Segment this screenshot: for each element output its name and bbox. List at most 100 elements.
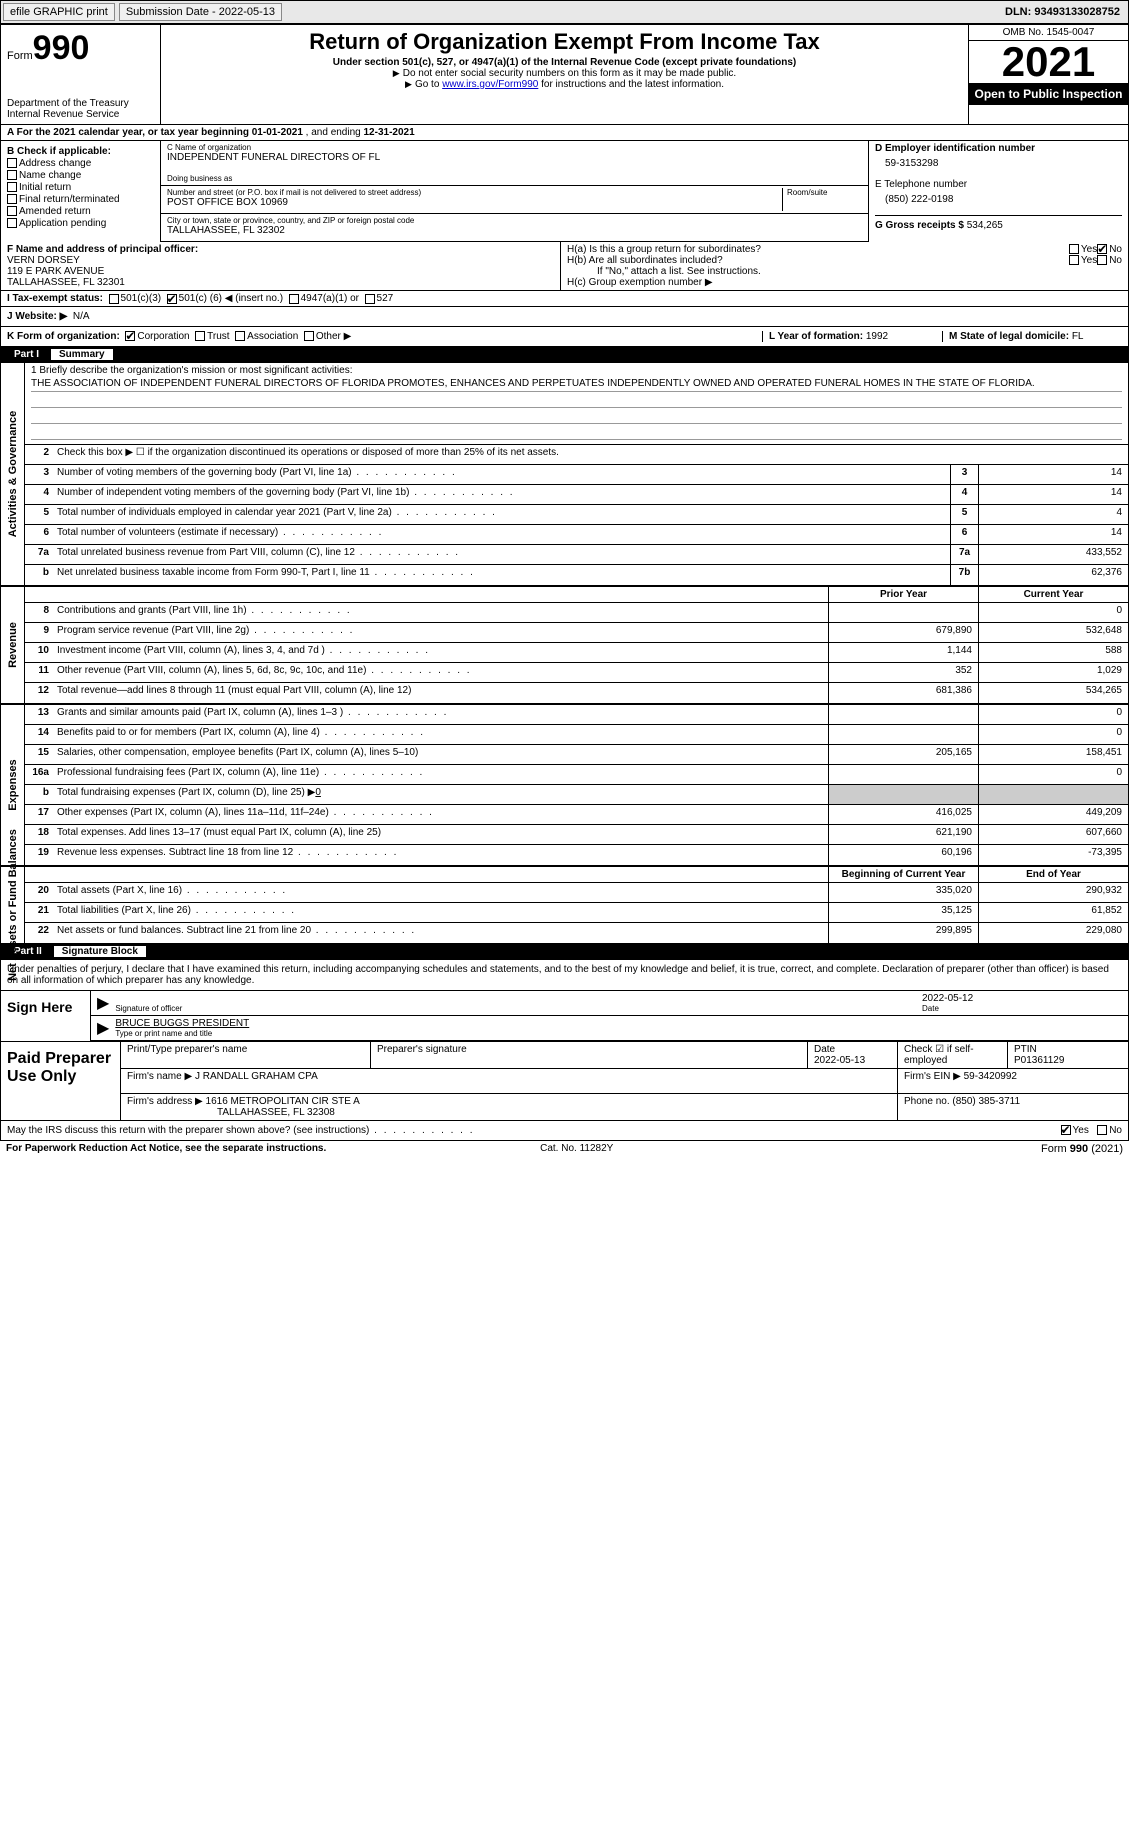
org-name: INDEPENDENT FUNERAL DIRECTORS OF FL: [167, 152, 862, 163]
b-label: B Check if applicable:: [7, 146, 111, 157]
city-label: City or town, state or province, country…: [167, 216, 862, 225]
chk-hb-no[interactable]: [1097, 255, 1107, 265]
form-footer: Form 990 (2021): [1041, 1143, 1123, 1155]
chk-assoc[interactable]: [235, 331, 245, 341]
mission-label: 1 Briefly describe the organization's mi…: [31, 365, 1122, 376]
chk-amended[interactable]: [7, 206, 17, 216]
line13: Grants and similar amounts paid (Part IX…: [53, 705, 828, 724]
l-year: L Year of formation: 1992: [762, 331, 942, 342]
prep-date: 2022-05-13: [814, 1055, 891, 1066]
chk-trust[interactable]: [195, 331, 205, 341]
line18: Total expenses. Add lines 13–17 (must eq…: [53, 825, 828, 844]
line8: Contributions and grants (Part VIII, lin…: [53, 603, 828, 622]
irs-label: Internal Revenue Service: [7, 109, 154, 120]
chk-hb-yes[interactable]: [1069, 255, 1079, 265]
room-label: Room/suite: [787, 188, 862, 197]
chk-corp[interactable]: [125, 331, 135, 341]
paid-preparer-label: Paid Preparer Use Only: [1, 1042, 121, 1120]
vlabel-actgov: Activities & Governance: [1, 363, 25, 585]
hb-note: If "No," attach a list. See instructions…: [567, 266, 1122, 277]
line21: Total liabilities (Part X, line 26): [53, 903, 828, 922]
vlabel-netassets: Net Assets or Fund Balances: [1, 867, 25, 943]
open-to-public: Open to Public Inspection: [969, 83, 1128, 105]
line20: Total assets (Part X, line 16): [53, 883, 828, 902]
line4: Number of independent voting members of …: [53, 485, 950, 504]
sig-date: 2022-05-12: [922, 993, 1122, 1004]
header-left: Form990 Department of the Treasury Inter…: [1, 25, 161, 124]
website: N/A: [73, 311, 90, 322]
hdr-current: Current Year: [978, 587, 1128, 602]
line22: Net assets or fund balances. Subtract li…: [53, 923, 828, 943]
name-label: Type or print name and title: [115, 1029, 1122, 1038]
line19: Revenue less expenses. Subtract line 18 …: [53, 845, 828, 865]
i-label: I Tax-exempt status:: [7, 293, 103, 304]
val5: 4: [978, 505, 1128, 524]
col-c: C Name of organization INDEPENDENT FUNER…: [161, 141, 1128, 242]
line14: Benefits paid to or for members (Part IX…: [53, 725, 828, 744]
chk-discuss-yes[interactable]: [1061, 1125, 1071, 1135]
row-k: K Form of organization: Corporation Trus…: [0, 327, 1129, 347]
row-a: A For the 2021 calendar year, or tax yea…: [0, 125, 1129, 141]
col-f: F Name and address of principal officer:…: [1, 242, 561, 290]
pra-notice: For Paperwork Reduction Act Notice, see …: [6, 1143, 326, 1155]
chk-name[interactable]: [7, 170, 17, 180]
chk-initial[interactable]: [7, 182, 17, 192]
irs-link[interactable]: www.irs.gov/Form990: [442, 79, 538, 90]
tax-year: 2021: [969, 41, 1128, 83]
note-link: Go to www.irs.gov/Form990 for instructio…: [167, 79, 962, 90]
submission-date-button[interactable]: Submission Date - 2022-05-13: [119, 3, 282, 21]
line12: Total revenue—add lines 8 through 11 (mu…: [53, 683, 828, 703]
val6: 14: [978, 525, 1128, 544]
part2-header: Part II Signature Block: [0, 944, 1129, 959]
line5: Total number of individuals employed in …: [53, 505, 950, 524]
cat-no: Cat. No. 11282Y: [540, 1143, 613, 1155]
block-bc: B Check if applicable: Address change Na…: [0, 141, 1129, 242]
dba-label: Doing business as: [167, 174, 862, 183]
row-j: J Website: ▶ N/A: [0, 307, 1129, 327]
line3: Number of voting members of the governin…: [53, 465, 950, 484]
chk-4947[interactable]: [289, 294, 299, 304]
mission-blank1: [31, 394, 1122, 408]
prep-sig-label: Preparer's signature: [377, 1044, 801, 1055]
mission-text: THE ASSOCIATION OF INDEPENDENT FUNERAL D…: [31, 378, 1122, 392]
line2: Check this box ▶ ☐ if the organization d…: [53, 445, 1128, 464]
row-fh: F Name and address of principal officer:…: [0, 242, 1129, 291]
chk-final[interactable]: [7, 194, 17, 204]
firm-addr1: 1616 METROPOLITAN CIR STE A: [206, 1096, 360, 1107]
chk-ha-yes[interactable]: [1069, 244, 1079, 254]
ha-label: H(a) Is this a group return for subordin…: [567, 244, 1069, 255]
part1-num: Part I: [6, 349, 47, 360]
chk-address[interactable]: [7, 158, 17, 168]
efile-print-button[interactable]: efile GRAPHIC print: [3, 3, 115, 21]
line10: Investment income (Part VIII, column (A)…: [53, 643, 828, 662]
top-bar: efile GRAPHIC print Submission Date - 20…: [0, 0, 1129, 24]
ptin: P01361129: [1014, 1055, 1122, 1066]
line15: Salaries, other compensation, employee b…: [53, 745, 828, 764]
chk-application[interactable]: [7, 218, 17, 228]
hb-label: H(b) Are all subordinates included?: [567, 255, 1069, 266]
header: Form990 Department of the Treasury Inter…: [0, 24, 1129, 125]
sig-date-label: Date: [922, 1004, 1122, 1013]
chk-discuss-no[interactable]: [1097, 1125, 1107, 1135]
j-label: J Website: ▶: [7, 311, 67, 322]
hdr-end: End of Year: [978, 867, 1128, 882]
mission-blank3: [31, 426, 1122, 440]
sig-arrow-icon: ▶: [97, 993, 109, 1013]
chk-ha-no[interactable]: [1097, 244, 1107, 254]
mission-blank2: [31, 410, 1122, 424]
chk-501c3[interactable]: [109, 294, 119, 304]
officer-street: 119 E PARK AVENUE: [7, 266, 554, 277]
line17: Other expenses (Part IX, column (A), lin…: [53, 805, 828, 824]
gross-receipts: G Gross receipts $ 534,265: [875, 215, 1122, 231]
chk-501c[interactable]: [167, 294, 177, 304]
chk-527[interactable]: [365, 294, 375, 304]
chk-other[interactable]: [304, 331, 314, 341]
line6: Total number of volunteers (estimate if …: [53, 525, 950, 544]
part1-title: Summary: [51, 349, 113, 360]
line16b: Total fundraising expenses (Part IX, col…: [53, 785, 828, 804]
k-label: K Form of organization:: [7, 331, 120, 342]
sig-officer-label: Signature of officer: [115, 1004, 922, 1013]
discuss-row: May the IRS discuss this return with the…: [0, 1121, 1129, 1141]
form-title: Return of Organization Exempt From Incom…: [167, 29, 962, 55]
header-mid: Return of Organization Exempt From Incom…: [161, 25, 968, 124]
